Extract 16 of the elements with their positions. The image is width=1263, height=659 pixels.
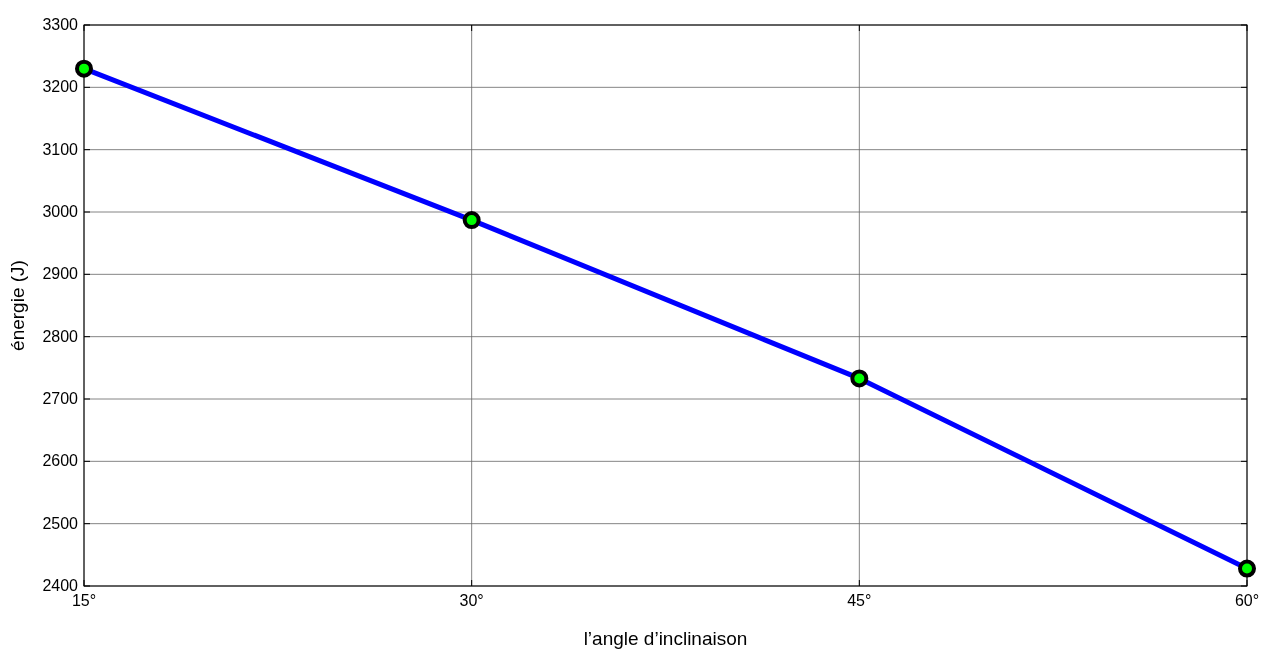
y-tick-label: 3100	[42, 140, 79, 158]
y-tick-label: 3200	[42, 78, 79, 96]
x-tick-label: 30°	[459, 592, 484, 609]
x-axis-title: l’angle d’inclinaison	[583, 628, 748, 649]
y-tick-label: 3300	[42, 16, 79, 33]
y-tick-label: 3000	[42, 203, 79, 220]
y-tick-label: 2800	[42, 327, 79, 345]
y-tick-label: 2600	[42, 452, 79, 470]
x-tick-label: 15°	[71, 592, 97, 609]
x-tick-label: 60°	[1234, 592, 1260, 609]
y-tick-label: 2400	[42, 577, 79, 594]
x-tick-label: 45°	[847, 592, 872, 609]
y-axis-title: énergie (J)	[7, 260, 28, 351]
y-tick-label: 2900	[42, 265, 79, 283]
y-tick-label: 2500	[42, 514, 79, 532]
y-tick-label: 2700	[42, 390, 79, 407]
